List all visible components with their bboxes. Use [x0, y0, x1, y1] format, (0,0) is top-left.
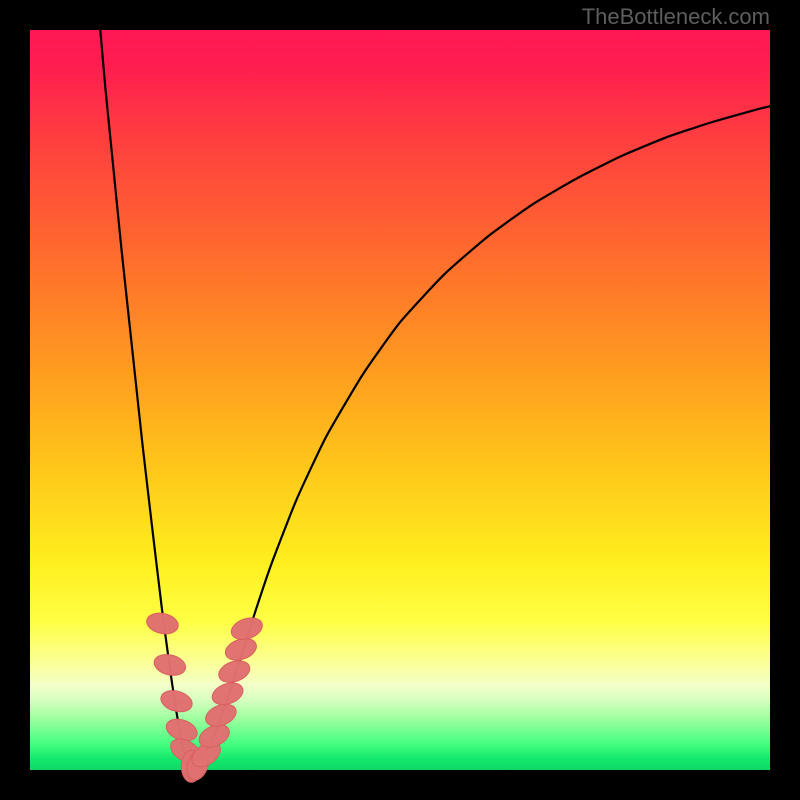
- curve-layer: [30, 30, 770, 770]
- data-marker: [145, 610, 180, 636]
- data-marker: [152, 651, 188, 678]
- watermark-text: TheBottleneck.com: [582, 4, 770, 30]
- data-marker: [158, 687, 194, 715]
- data-marker: [209, 679, 246, 709]
- data-marker: [228, 614, 265, 643]
- chart-root: TheBottleneck.com: [0, 0, 800, 800]
- data-marker: [216, 657, 253, 686]
- marker-group: [145, 610, 265, 783]
- right-branch: [191, 106, 770, 770]
- plot-area: [30, 30, 770, 770]
